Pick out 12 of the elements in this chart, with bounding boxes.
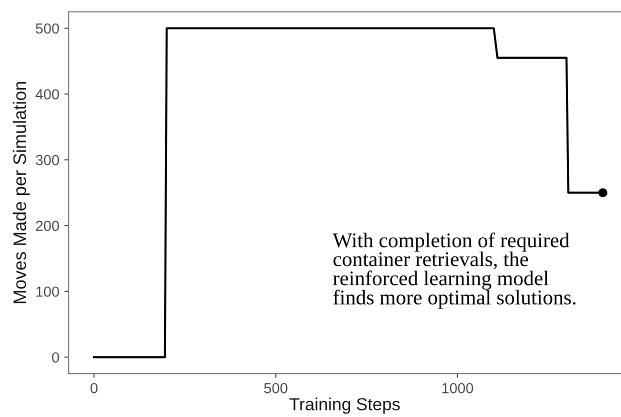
x-tick-label: 500 [264, 383, 288, 394]
annotation: With completion of required container retrievals, the reinforced learning model finds more optimal solutions. [332, 232, 576, 309]
y-tick-label: 500 [36, 23, 60, 34]
y-tick-label: 0 [52, 352, 60, 363]
y-tick-label: 300 [36, 154, 60, 166]
x-tick-label: 0 [90, 383, 98, 394]
x-tick-label: 1000 [442, 383, 474, 394]
x-axis-title: Training Steps [290, 398, 400, 414]
y-axis-title: Moves Made per Simulation [12, 82, 30, 304]
y-tick-label: 200 [36, 220, 60, 232]
y-tick-label: 400 [36, 89, 60, 100]
y-tick-label: 100 [36, 286, 60, 297]
